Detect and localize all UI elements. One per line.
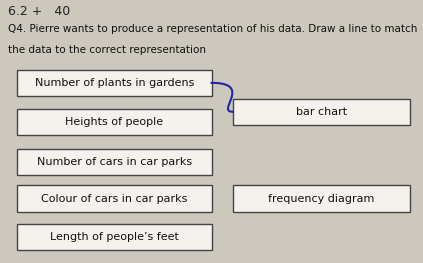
Text: 6.2 +   40: 6.2 + 40 — [8, 5, 71, 18]
Text: Heights of people: Heights of people — [65, 117, 163, 127]
Text: Q4. Pierre wants to produce a representation of his data. Draw a line to match: Q4. Pierre wants to produce a representa… — [8, 24, 418, 34]
FancyBboxPatch shape — [17, 70, 212, 96]
FancyBboxPatch shape — [233, 185, 410, 212]
FancyBboxPatch shape — [17, 149, 212, 175]
FancyBboxPatch shape — [17, 109, 212, 135]
FancyBboxPatch shape — [233, 99, 410, 125]
Text: Number of cars in car parks: Number of cars in car parks — [37, 157, 192, 167]
Text: Number of plants in gardens: Number of plants in gardens — [35, 78, 194, 88]
Text: frequency diagram: frequency diagram — [268, 194, 375, 204]
Text: the data to the correct representation: the data to the correct representation — [8, 45, 206, 55]
Text: Length of people’s feet: Length of people’s feet — [50, 232, 179, 242]
Text: Colour of cars in car parks: Colour of cars in car parks — [41, 194, 187, 204]
Text: bar chart: bar chart — [296, 107, 347, 117]
FancyBboxPatch shape — [17, 224, 212, 250]
FancyBboxPatch shape — [17, 185, 212, 212]
